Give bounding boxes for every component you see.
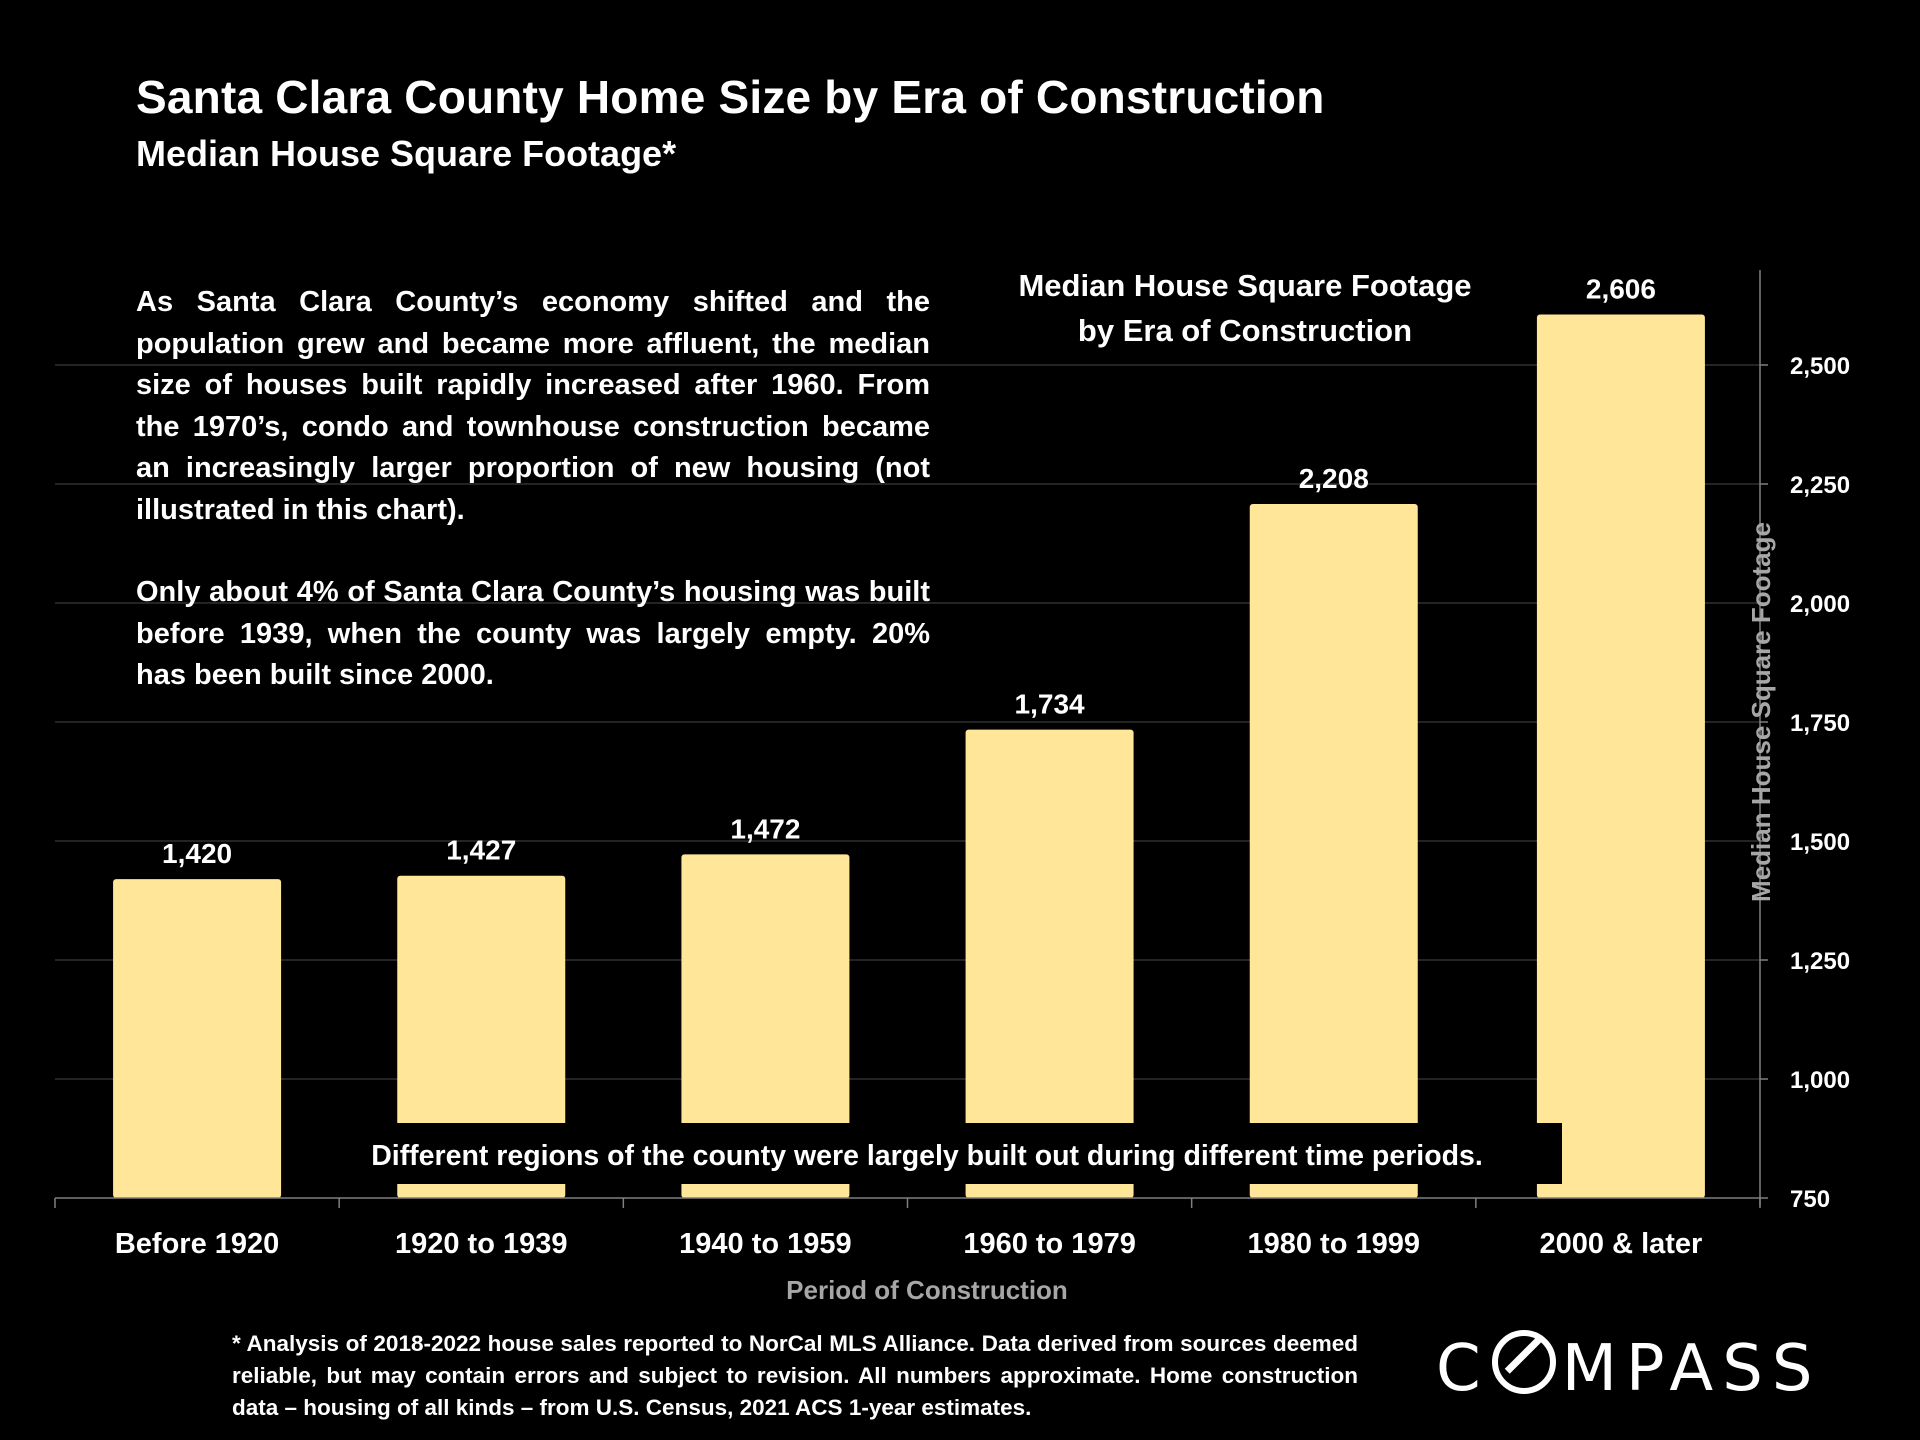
x-axis-title: Period of Construction xyxy=(786,1275,1068,1305)
bar-value-label: 1,472 xyxy=(730,813,800,844)
x-tick-label: 1920 to 1939 xyxy=(395,1228,568,1260)
bar xyxy=(113,879,282,1198)
bar xyxy=(681,854,850,1198)
bar xyxy=(1536,314,1705,1198)
x-tick-label: 2000 & later xyxy=(1540,1228,1703,1260)
compass-logo: C MPASS xyxy=(1436,1330,1822,1406)
y-tick-label: 1,500 xyxy=(1790,829,1850,856)
x-tick-label: Before 1920 xyxy=(115,1228,279,1260)
annotation-text: Different regions of the county were lar… xyxy=(371,1140,1483,1172)
bar xyxy=(965,729,1134,1198)
annotation-background xyxy=(300,1123,1562,1184)
bar-value-label: 1,427 xyxy=(446,835,516,866)
narrative-paragraph-1: As Santa Clara County’s economy shifted … xyxy=(136,286,930,526)
narrative-paragraph-2: Only about 4% of Santa Clara County’s ho… xyxy=(136,576,930,691)
y-tick-label: 750 xyxy=(1790,1186,1830,1213)
page-title: Santa Clara County Home Size by Era of C… xyxy=(136,71,1325,123)
y-axis-title: Median House Square Footage xyxy=(1746,522,1776,902)
bar-value-label: 2,606 xyxy=(1586,274,1656,305)
bar-value-label: 2,208 xyxy=(1299,463,1369,494)
y-tick-label: 1,250 xyxy=(1790,948,1850,975)
bar xyxy=(1249,503,1418,1198)
y-tick-label: 1,750 xyxy=(1790,710,1850,737)
page-subtitle: Median House Square Footage* xyxy=(136,133,677,174)
y-tick-label: 2,500 xyxy=(1790,353,1850,380)
y-tick-label: 1,000 xyxy=(1790,1067,1850,1094)
chart-title-line-2: by Era of Construction xyxy=(1078,313,1412,348)
y-tick-label: 2,000 xyxy=(1790,591,1850,618)
footnote: * Analysis of 2018-2022 house sales repo… xyxy=(232,1331,1358,1420)
bar xyxy=(397,875,566,1198)
narrative-text: As Santa Clara County’s economy shifted … xyxy=(136,282,930,738)
logo-o-icon xyxy=(1491,1330,1556,1394)
y-tick-label: 2,250 xyxy=(1790,472,1850,499)
x-tick-label: 1940 to 1959 xyxy=(679,1228,852,1260)
x-tick-label: 1980 to 1999 xyxy=(1247,1228,1420,1260)
chart-title-line-1: Median House Square Footage xyxy=(1018,268,1471,303)
bar-value-label: 1,420 xyxy=(162,838,232,869)
bar-value-label: 1,734 xyxy=(1015,689,1085,720)
x-tick-label: 1960 to 1979 xyxy=(963,1228,1136,1260)
